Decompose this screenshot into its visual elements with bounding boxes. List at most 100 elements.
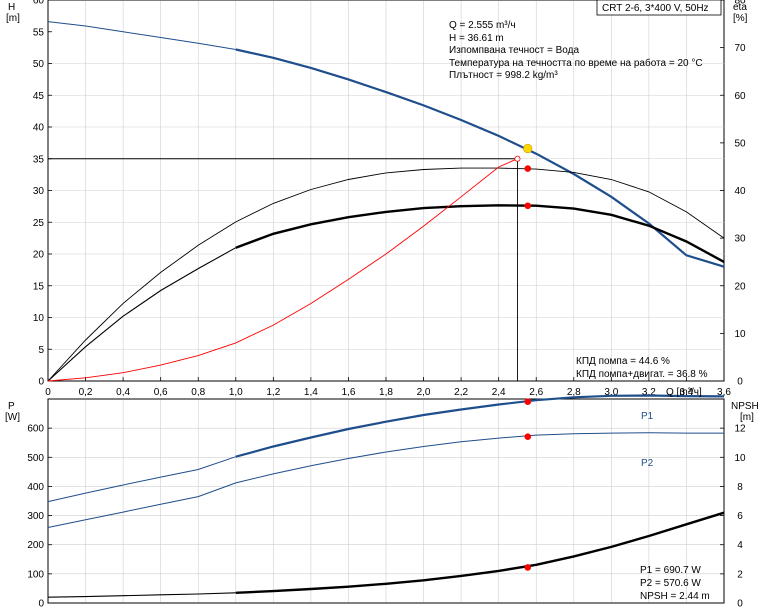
x-tick-label: 3,6: [717, 387, 731, 398]
upper-right-tick-label: 20: [734, 281, 746, 292]
model-label: CRT 2-6, 3*400 V, 50Hz: [602, 3, 709, 14]
x-tick-label: 1,4: [304, 387, 318, 398]
efficiency-pump-label: КПД помпа = 44.6 %: [576, 356, 670, 367]
efficiency-pump-motor-label: КПД помпа+двигат. = 36.8 %: [576, 369, 708, 380]
x-tick-label: 3,0: [604, 387, 618, 398]
lower-left-tick-label: 500: [27, 453, 44, 464]
upper-left-tick-label: 60: [33, 0, 45, 7]
upper-series-0-line-thin: [47, 21, 236, 50]
lower-series-0-line-thin: [47, 456, 236, 503]
lower-left-axis-label-symbol: P: [8, 401, 15, 412]
lower-left-tick-label: 600: [27, 424, 44, 435]
lower-plot-frame: [47, 398, 725, 604]
lower-left-tick-label: 300: [27, 511, 44, 522]
x-tick-label: 2,6: [529, 387, 543, 398]
info-h: H = 36.61 m: [449, 33, 504, 44]
lower-right-axis-label-symbol: NPSH: [731, 401, 759, 412]
model-label-box: [596, 0, 722, 16]
lower-right-tick-label: 8: [737, 482, 743, 493]
info-fluid: Изпомпвана течност = Вода: [449, 45, 579, 56]
upper-left-tick-label: 45: [33, 91, 45, 102]
upper-right-tick-label: 10: [734, 329, 746, 340]
x-tick-label: 3,4: [679, 387, 693, 398]
upper-series-0-line: [235, 48, 725, 268]
upper-right-tick-label: 30: [734, 234, 746, 245]
upper-operating-marker: [524, 202, 532, 210]
reference-point-marker: [514, 155, 521, 162]
x-tick-label: 0,8: [191, 387, 205, 398]
info-q: Q = 2.555 m³/ч: [449, 20, 516, 31]
upper-left-tick-label: 10: [33, 313, 45, 324]
upper-left-axis-label-unit: [m]: [6, 13, 20, 24]
lower-right-tick-label: 0: [737, 599, 743, 610]
x-tick-label: 0,6: [154, 387, 168, 398]
upper-right-tick-label: 60: [734, 91, 746, 102]
x-tick-label: 2,8: [567, 387, 581, 398]
lower-series-0-line: [235, 394, 725, 458]
p2-curve-label: P2: [641, 458, 654, 469]
lower-right-tick-label: 10: [734, 453, 746, 464]
upper-left-tick-label: 5: [38, 345, 44, 356]
upper-left-tick-label: 15: [33, 281, 45, 292]
upper-series-1-line: [47, 167, 725, 382]
upper-left-tick-label: 40: [33, 123, 45, 134]
info-temp: Температура на течността по време на раб…: [449, 57, 703, 69]
upper-right-axis-label-unit: [%]: [733, 13, 748, 24]
lower-right-tick-label: 12: [734, 424, 746, 435]
x-tick-label: 2,4: [492, 387, 506, 398]
lower-series-2-line: [235, 511, 725, 594]
upper-right-tick-label: 70: [734, 43, 746, 54]
upper-left-tick-label: 25: [33, 218, 45, 229]
upper-right-tick-label: 50: [734, 138, 746, 149]
x-tick-label: 2,0: [417, 387, 431, 398]
p2-value-label: P2 = 570.6 W: [640, 578, 701, 589]
upper-operating-marker: [524, 165, 532, 172]
x-tick-label: 2,2: [454, 387, 468, 398]
upper-left-axis-label-symbol: H: [8, 2, 15, 13]
x-tick-label: 0,2: [79, 387, 93, 398]
upper-left-tick-label: 20: [33, 250, 45, 261]
upper-right-tick-label: 80: [734, 0, 746, 7]
lower-left-axis-label-unit: [W]: [5, 412, 20, 423]
x-tick-label: 0: [45, 387, 51, 398]
lower-right-axis-label-unit: [m]: [740, 412, 754, 423]
lower-left-tick-label: 200: [27, 540, 44, 551]
lower-right-tick-label: 4: [737, 540, 743, 551]
upper-right-tick-label: 40: [734, 186, 746, 197]
x-axis-label: Q [m³/ч]: [666, 387, 702, 398]
x-tick-label: 0,4: [116, 387, 130, 398]
x-tick-label: 1,0: [229, 387, 243, 398]
lower-right-tick-label: 6: [737, 511, 743, 522]
upper-left-tick-label: 50: [33, 59, 45, 70]
p1-value-label: P1 = 690.7 W: [640, 565, 701, 576]
x-tick-label: 1,2: [266, 387, 280, 398]
npsh-value-label: NPSH = 2.44 m: [640, 591, 710, 602]
upper-series-3-line: [47, 158, 518, 382]
info-density: Плътност = 998.2 kg/m³: [449, 70, 558, 81]
upper-right-tick-label: 0: [737, 377, 743, 388]
x-tick-label: 1,6: [341, 387, 355, 398]
lower-operating-marker: [524, 564, 532, 571]
lower-left-tick-label: 400: [27, 482, 44, 493]
upper-left-tick-label: 0: [38, 377, 44, 388]
upper-series-2-line: [235, 204, 725, 263]
lower-operating-marker: [524, 398, 532, 406]
p1-curve-label: P1: [641, 411, 654, 422]
upper-right-axis-label-symbol: eta: [733, 2, 747, 13]
x-tick-label: 3,2: [642, 387, 656, 398]
lower-series-1-line: [47, 432, 724, 528]
upper-series-2-line-thin: [47, 247, 237, 382]
duty-point-marker: [523, 143, 533, 154]
lower-operating-marker: [524, 433, 532, 441]
upper-left-tick-label: 55: [33, 27, 45, 38]
lower-series-2-line-thin: [47, 592, 236, 598]
upper-left-tick-label: 35: [33, 154, 45, 165]
tick-labels: 0 0,2 0,4 0,6 0,8 1,0 1,2 1,4 1,6 1,8 2,0 2,2 2,4 2,6…: [27, 0, 746, 610]
x-tick-label: 1,8: [379, 387, 393, 398]
upper-left-tick-label: 30: [33, 186, 45, 197]
lower-left-tick-label: 0: [38, 599, 44, 610]
lower-right-tick-label: 2: [737, 569, 743, 580]
lower-left-tick-label: 100: [27, 569, 44, 580]
series-layer: [47, 21, 725, 598]
